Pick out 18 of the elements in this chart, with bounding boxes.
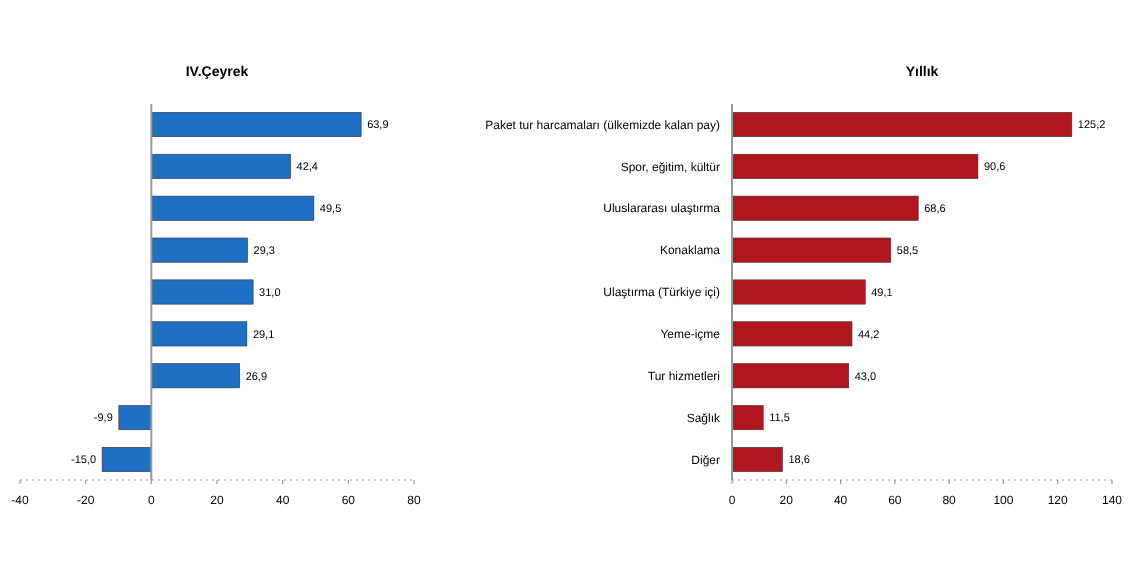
bar [118, 405, 152, 431]
bar [731, 321, 853, 347]
bar [731, 279, 866, 305]
bar [151, 279, 254, 305]
bar [151, 363, 240, 389]
bar [731, 112, 1073, 137]
bar [731, 195, 919, 221]
bar [151, 321, 248, 347]
bar [151, 195, 315, 221]
bar [151, 112, 362, 137]
bar [101, 447, 152, 472]
bar [151, 237, 248, 263]
bar [151, 153, 291, 179]
bar [731, 447, 783, 472]
bar [731, 153, 979, 179]
bar [731, 363, 850, 389]
bar [731, 405, 764, 431]
bar [731, 237, 892, 263]
